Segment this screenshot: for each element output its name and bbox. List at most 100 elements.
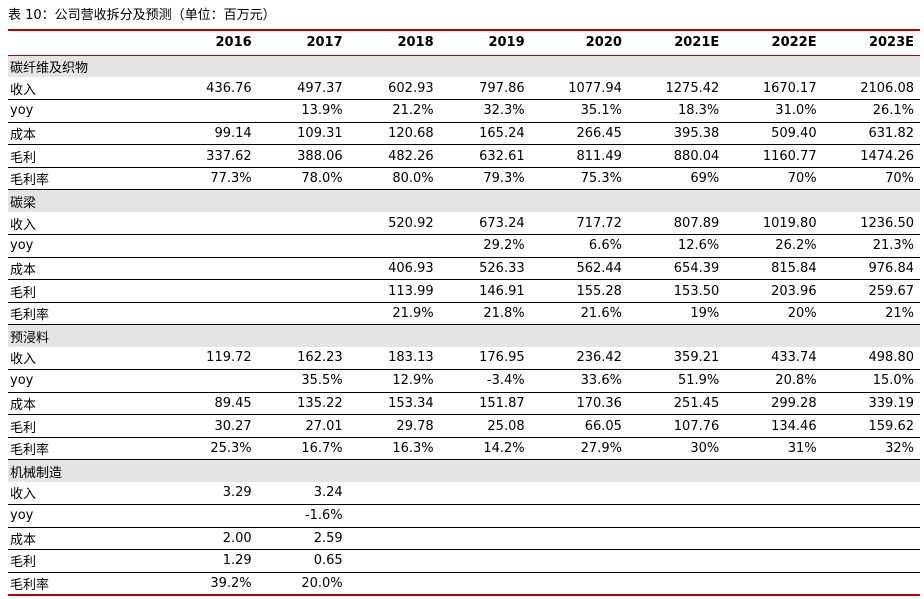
value-cell: 30.27	[170, 414, 258, 438]
row-label: 毛利	[8, 144, 171, 168]
value-cell: 602.93	[348, 77, 440, 101]
value-cell	[348, 527, 440, 551]
value-cell	[530, 572, 628, 596]
row-label: 毛利	[8, 414, 171, 438]
value-cell	[439, 481, 531, 505]
value-cell	[627, 572, 726, 596]
value-cell: 482.26	[348, 144, 440, 168]
row-label: 成本	[8, 122, 171, 146]
value-cell	[170, 211, 258, 236]
table-row: 毛利率 77.3% 78.0% 80.0% 79.3% 75.3% 69% 70% 70%	[8, 167, 920, 191]
section-title: 碳纤维及织物	[8, 55, 920, 77]
value-cell: 170.36	[530, 392, 628, 416]
row-label: 毛利	[8, 549, 171, 573]
value-cell	[627, 504, 726, 528]
value-cell	[348, 549, 440, 573]
value-cell: 26.1%	[822, 99, 920, 123]
value-cell: 20.0%	[257, 572, 349, 596]
value-cell: 183.13	[348, 346, 440, 371]
value-cell: 815.84	[725, 257, 823, 281]
value-cell: 654.39	[627, 257, 726, 281]
value-cell: 77.3%	[170, 167, 258, 191]
value-cell	[257, 257, 349, 281]
value-cell	[725, 549, 823, 573]
header-year: 2019	[439, 30, 531, 56]
row-label: yoy	[8, 504, 171, 528]
value-cell	[170, 257, 258, 281]
value-cell	[530, 549, 628, 573]
header-year: 2023E	[822, 30, 920, 56]
value-cell: 13.9%	[257, 99, 349, 123]
value-cell	[348, 572, 440, 596]
header-label-cell	[8, 30, 171, 56]
value-cell: 107.76	[627, 414, 726, 438]
value-cell: 807.89	[627, 211, 726, 236]
value-cell: 406.93	[348, 257, 440, 281]
value-cell: 16.7%	[257, 437, 349, 461]
value-cell: 80.0%	[348, 167, 440, 191]
value-cell: 203.96	[725, 279, 823, 303]
value-cell: -3.4%	[439, 369, 531, 393]
value-cell	[257, 211, 349, 236]
value-cell: 30%	[627, 437, 726, 461]
value-cell: 25.08	[439, 414, 531, 438]
value-cell: 251.45	[627, 392, 726, 416]
value-cell: 2.00	[170, 527, 258, 551]
value-cell: 151.87	[439, 392, 531, 416]
value-cell: 120.68	[348, 122, 440, 146]
value-cell: 1474.26	[822, 144, 920, 168]
value-cell: 673.24	[439, 211, 531, 236]
value-cell: 337.62	[170, 144, 258, 168]
value-cell: 1077.94	[530, 77, 628, 101]
row-label: 毛利率	[8, 302, 171, 326]
value-cell: 20.8%	[725, 369, 823, 393]
value-cell	[822, 527, 920, 551]
value-cell: 2106.08	[822, 77, 920, 101]
table-row: 成本 406.93 526.33 562.44 654.39 815.84 976.84	[8, 257, 920, 281]
section-title: 机械制造	[8, 459, 920, 482]
value-cell: 159.62	[822, 414, 920, 438]
section-header-row: 预浸料	[8, 324, 920, 347]
value-cell	[257, 234, 349, 258]
table-row: 成本 89.45 135.22 153.34 151.87 170.36 251.45 299…	[8, 392, 920, 416]
value-cell	[170, 504, 258, 528]
value-cell	[822, 504, 920, 528]
value-cell: 113.99	[348, 279, 440, 303]
value-cell: 78.0%	[257, 167, 349, 191]
value-cell	[627, 481, 726, 505]
value-cell: 35.1%	[530, 99, 628, 123]
value-cell: 165.24	[439, 122, 531, 146]
revenue-breakdown-table: 2016 2017 2018 2019 2020 2021E 2022E 202…	[8, 29, 920, 596]
row-label: 收入	[8, 211, 171, 236]
value-cell: 162.23	[257, 346, 349, 371]
value-cell	[725, 504, 823, 528]
table-row: 收入 436.76 497.37 602.93 797.86 1077.94 1275.42…	[8, 77, 920, 101]
value-cell: 33.6%	[530, 369, 628, 393]
value-cell	[822, 572, 920, 596]
value-cell	[725, 527, 823, 551]
value-cell: 99.14	[170, 122, 258, 146]
value-cell: 339.19	[822, 392, 920, 416]
value-cell: 2.59	[257, 527, 349, 551]
value-cell: 39.2%	[170, 572, 258, 596]
header-year: 2022E	[725, 30, 823, 56]
value-cell: 176.95	[439, 346, 531, 371]
header-year: 2021E	[627, 30, 726, 56]
value-cell	[348, 481, 440, 505]
value-cell	[170, 234, 258, 258]
value-cell: 14.2%	[439, 437, 531, 461]
value-cell: 20%	[725, 302, 823, 326]
value-cell: 31%	[725, 437, 823, 461]
section-header-row: 碳梁	[8, 189, 920, 212]
row-label: 成本	[8, 392, 171, 416]
table-row: 毛利 30.27 27.01 29.78 25.08 66.05 107.76 134.46 1…	[8, 414, 920, 438]
table-row: 收入 3.29 3.24	[8, 481, 920, 505]
value-cell: 153.34	[348, 392, 440, 416]
table-row: 成本 99.14 109.31 120.68 165.24 266.45 395.38 509…	[8, 122, 920, 146]
value-cell: 26.2%	[725, 234, 823, 258]
table-row: 毛利 113.99 146.91 155.28 153.50 203.96 259.67	[8, 279, 920, 303]
value-cell: 388.06	[257, 144, 349, 168]
header-year: 2020	[530, 30, 628, 56]
value-cell: 1275.42	[627, 77, 726, 101]
value-cell: 21.9%	[348, 302, 440, 326]
